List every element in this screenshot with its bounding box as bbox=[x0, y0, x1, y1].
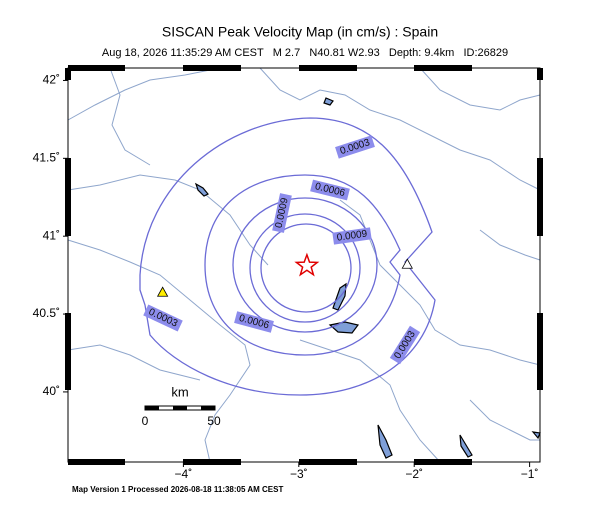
title: SISCAN Peak Velocity Map (in cm/s) : Spa… bbox=[162, 24, 438, 40]
basemap bbox=[65, 65, 543, 465]
y-tick-label: 40.5˚ bbox=[33, 306, 60, 320]
x-tick-label: −4˚ bbox=[175, 467, 193, 481]
station bbox=[401, 258, 413, 269]
y-tick-label: 41˚ bbox=[43, 228, 60, 242]
footer: Map Version 1 Processed 2026-08-18 11:38… bbox=[72, 485, 283, 494]
station bbox=[156, 286, 169, 297]
scale-bar: km 0 50 bbox=[142, 384, 221, 428]
y-tick-label: 40˚ bbox=[43, 384, 60, 398]
y-tick-label: 41.5˚ bbox=[33, 150, 60, 164]
subtitle: Aug 18, 2026 11:35:29 AM CEST M 2.7 N40.… bbox=[102, 47, 508, 59]
y-tick-label: 42˚ bbox=[43, 73, 60, 87]
contour-label-text: 0.0009 bbox=[336, 229, 368, 244]
scale-unit: km bbox=[171, 384, 188, 399]
scale-label: 50 bbox=[207, 414, 221, 428]
contour-label: 0.0009 bbox=[332, 227, 372, 245]
epicenter bbox=[294, 252, 320, 277]
x-tick-label: −3˚ bbox=[290, 467, 308, 481]
scale-label: 0 bbox=[142, 414, 149, 428]
x-tick-label: −2˚ bbox=[405, 467, 423, 481]
x-tick-label: −1˚ bbox=[521, 467, 539, 481]
